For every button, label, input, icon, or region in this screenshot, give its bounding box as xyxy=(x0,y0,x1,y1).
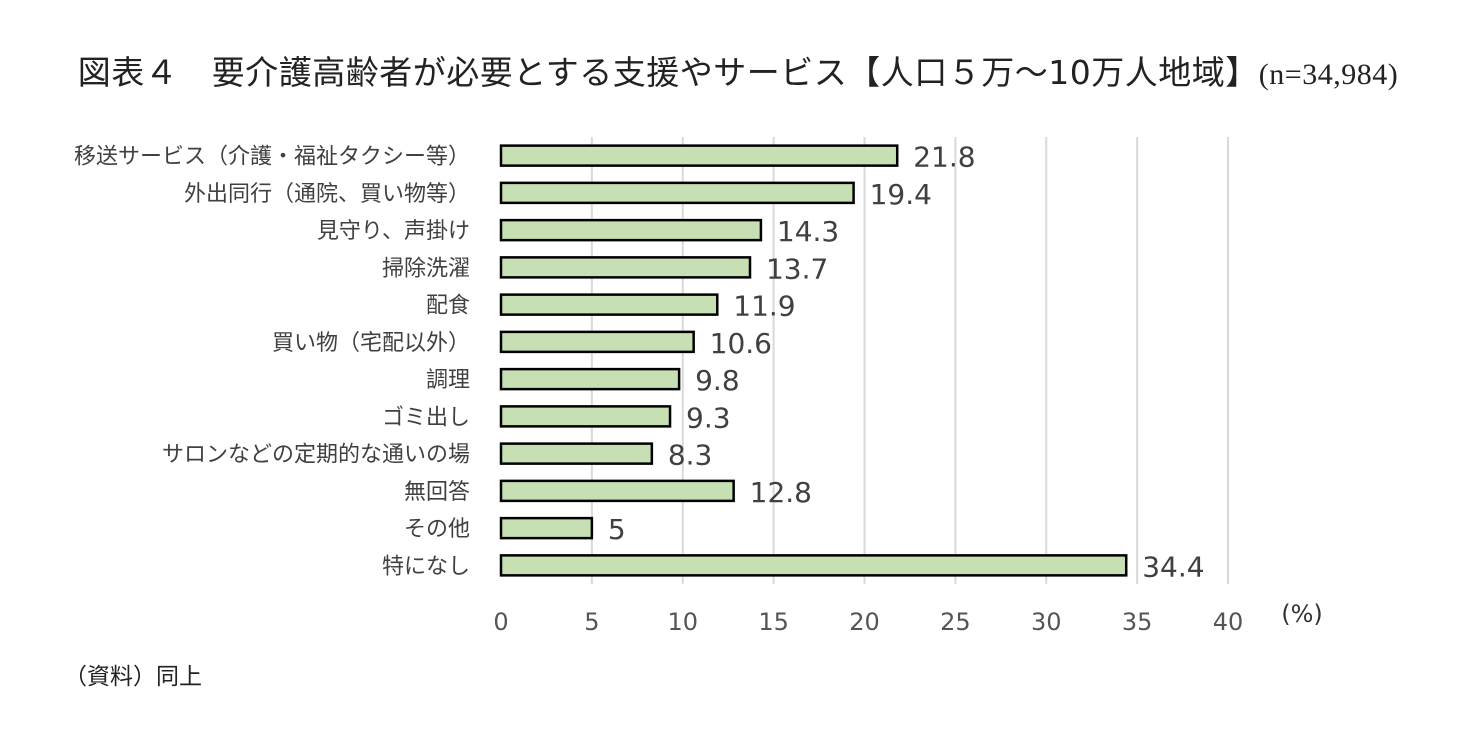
bar xyxy=(499,442,654,465)
value-label: 14.3 xyxy=(777,215,839,248)
bar xyxy=(499,479,735,503)
value-label: 10.6 xyxy=(710,327,772,360)
category-label: 外出同行（通院、買い物等） xyxy=(184,182,470,207)
bar xyxy=(499,330,695,354)
x-tick-labels: 0 5 10 15 20 25 30 35 40 xyxy=(493,608,1243,636)
x-axis-unit: (%) xyxy=(1281,600,1323,628)
value-label: 19.4 xyxy=(870,178,932,211)
x-tick-label: 0 xyxy=(493,608,508,636)
bar xyxy=(499,218,763,242)
category-label: 見守り、声掛け xyxy=(317,219,470,244)
value-label: 34.4 xyxy=(1142,550,1204,583)
value-label: 11.9 xyxy=(733,290,795,323)
value-label: 12.8 xyxy=(750,476,812,509)
category-label: 調理 xyxy=(426,368,470,393)
category-label: ゴミ出し xyxy=(382,405,470,430)
chart-title-sample-size: (n=34,984) xyxy=(1258,58,1399,91)
x-tick-label: 35 xyxy=(1122,608,1153,636)
x-tick-label: 15 xyxy=(758,608,789,636)
bar xyxy=(499,516,594,540)
bar xyxy=(499,144,899,167)
x-tick-label: 20 xyxy=(849,608,880,636)
chart-title-main: 図表４ 要介護高齢者が必要とする支援やサービス【人口５万～10万人地域】 xyxy=(77,53,1259,92)
bar xyxy=(499,293,719,316)
bar xyxy=(499,405,672,428)
bar xyxy=(499,256,752,279)
category-label: 移送サービス（介護・福祉タクシー等） xyxy=(74,145,470,170)
x-tick-label: 40 xyxy=(1213,608,1244,636)
value-labels: 21.8 19.4 14.3 13.7 11.9 10.6 9.8 9.3 8.3 12.8 5 34… xyxy=(608,141,1205,584)
category-label: 配食 xyxy=(426,294,470,319)
source-note: （資料）同上 xyxy=(64,664,202,690)
category-label: その他 xyxy=(404,517,470,542)
bar xyxy=(499,367,681,391)
value-label: 21.8 xyxy=(913,141,975,174)
value-label: 9.3 xyxy=(686,401,731,434)
value-label: 8.3 xyxy=(668,439,713,472)
bar xyxy=(499,181,855,205)
category-label: 掃除洗濯 xyxy=(382,256,470,281)
category-labels: 移送サービス（介護・福祉タクシー等） 外出同行（通院、買い物等） 見守り、声掛け掃除… xyxy=(74,145,470,580)
value-label: 13.7 xyxy=(766,252,828,285)
gridlines xyxy=(590,137,1229,584)
category-label: 無回答 xyxy=(404,480,470,505)
x-tick-label: 25 xyxy=(940,608,971,636)
bars xyxy=(499,144,1128,577)
x-tick-label: 10 xyxy=(667,608,698,636)
category-label: サロンなどの定期的な通いの場 xyxy=(162,443,470,468)
chart-title: 図表４ 要介護高齢者が必要とする支援やサービス【人口５万～10万人地域】(n=3… xyxy=(0,46,1476,94)
value-label: 5 xyxy=(608,513,626,546)
category-label: 特になし xyxy=(382,554,470,579)
category-label: 買い物（宅配以外） xyxy=(272,331,470,356)
value-label: 9.8 xyxy=(695,364,740,397)
bar xyxy=(499,554,1128,577)
x-tick-label: 30 xyxy=(1031,608,1062,636)
x-tick-label: 5 xyxy=(584,608,599,636)
